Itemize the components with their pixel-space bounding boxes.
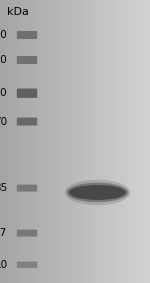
Text: 10: 10 [0, 260, 8, 270]
FancyBboxPatch shape [17, 261, 37, 268]
Text: 17: 17 [0, 228, 8, 238]
Ellipse shape [69, 185, 126, 200]
FancyBboxPatch shape [17, 185, 37, 192]
FancyBboxPatch shape [17, 31, 37, 39]
FancyBboxPatch shape [17, 56, 37, 64]
Text: 100: 100 [0, 88, 8, 98]
Text: 70: 70 [0, 117, 8, 127]
Ellipse shape [67, 183, 128, 202]
Text: 35: 35 [0, 183, 8, 193]
Ellipse shape [65, 180, 130, 205]
Text: 150: 150 [0, 55, 8, 65]
Text: 210: 210 [0, 30, 8, 40]
FancyBboxPatch shape [17, 230, 37, 237]
FancyBboxPatch shape [17, 117, 37, 126]
FancyBboxPatch shape [17, 89, 37, 98]
Text: kDa: kDa [8, 7, 29, 17]
